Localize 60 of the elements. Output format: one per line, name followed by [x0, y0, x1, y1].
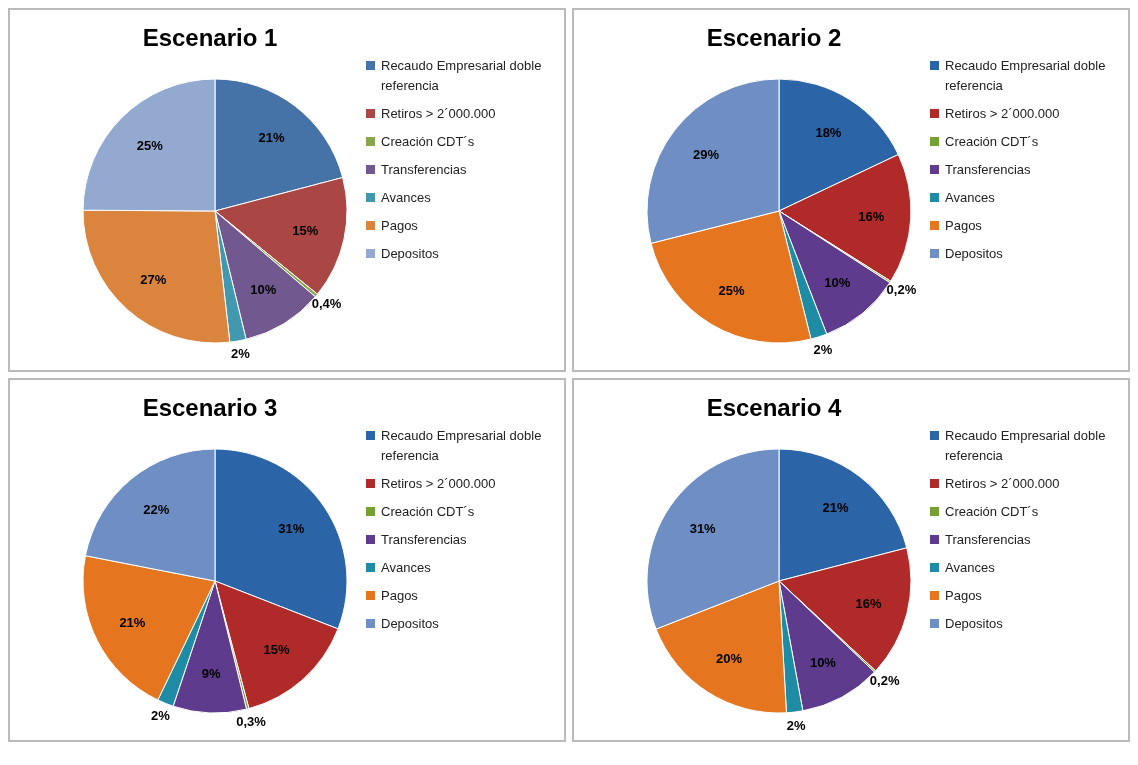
- data-label: 31%: [278, 521, 305, 537]
- data-label: 18%: [815, 125, 842, 141]
- legend-label: Transferencias: [381, 161, 467, 179]
- legend-label: Transferencias: [945, 161, 1031, 179]
- legend-label: Depositos: [945, 245, 1003, 263]
- data-label: 2%: [786, 717, 807, 733]
- legend-label: Creación CDT´s: [381, 503, 475, 521]
- data-label: 21%: [822, 500, 849, 516]
- data-label: 10%: [250, 282, 277, 298]
- legend-label: Avances: [381, 559, 431, 577]
- data-label: 25%: [136, 137, 164, 153]
- legend-label: Pagos: [945, 587, 982, 605]
- legend-label: Transferencias: [381, 531, 467, 549]
- data-label: 0,2%: [886, 281, 917, 297]
- chart-title: Escenario 2: [705, 24, 843, 52]
- legend-label: Depositos: [381, 245, 439, 263]
- data-label: 16%: [855, 596, 883, 612]
- data-label: 0,4%: [311, 296, 342, 312]
- data-label: 15%: [292, 223, 319, 239]
- legend-label: Pagos: [945, 217, 982, 235]
- legend-label: Avances: [945, 189, 995, 207]
- legend-label: Creación CDT´s: [945, 503, 1039, 521]
- legend-label: Pagos: [381, 217, 418, 235]
- data-label: 21%: [119, 614, 146, 630]
- data-label: 25%: [718, 282, 745, 298]
- legend-label: Recaudo Empresarial doble referencia: [381, 427, 543, 465]
- data-label: 16%: [858, 209, 885, 224]
- legend-label: Retiros > 2´000.000: [381, 475, 496, 493]
- legend-label: Depositos: [381, 615, 439, 633]
- legend-label: Retiros > 2´000.000: [945, 105, 1060, 123]
- data-label: 29%: [693, 146, 720, 162]
- data-label: 15%: [263, 642, 291, 658]
- legend-label: Pagos: [381, 587, 418, 605]
- legend-label: Depositos: [945, 615, 1003, 633]
- legend-label: Recaudo Empresarial doble referencia: [945, 427, 1107, 465]
- data-label: 31%: [689, 521, 717, 537]
- data-label: 27%: [140, 272, 167, 288]
- legend-label: Creación CDT´s: [381, 133, 475, 151]
- chart-title: Escenario 1: [141, 24, 279, 52]
- data-label: 2%: [230, 346, 251, 362]
- chart-title: Escenario 3: [141, 394, 279, 422]
- data-label: 22%: [143, 502, 170, 518]
- legend-label: Retiros > 2´000.000: [945, 475, 1060, 493]
- data-label: 21%: [258, 130, 285, 146]
- data-label: 0,3%: [236, 714, 267, 730]
- legend-label: Transferencias: [945, 531, 1031, 549]
- data-label: 20%: [716, 651, 743, 667]
- data-label: 9%: [201, 665, 222, 681]
- data-label: 2%: [151, 708, 171, 724]
- data-label: 10%: [809, 654, 837, 670]
- data-label: 0,2%: [869, 673, 900, 689]
- legend-label: Creación CDT´s: [945, 133, 1039, 151]
- legend-label: Retiros > 2´000.000: [381, 105, 496, 123]
- legend-label: Avances: [945, 559, 995, 577]
- legend-label: Recaudo Empresarial doble referencia: [381, 57, 543, 95]
- chart-title: Escenario 4: [705, 394, 843, 422]
- data-label: 2%: [813, 341, 833, 357]
- legend-label: Avances: [381, 189, 431, 207]
- data-label: 10%: [824, 275, 851, 291]
- legend-label: Recaudo Empresarial doble referencia: [945, 57, 1107, 95]
